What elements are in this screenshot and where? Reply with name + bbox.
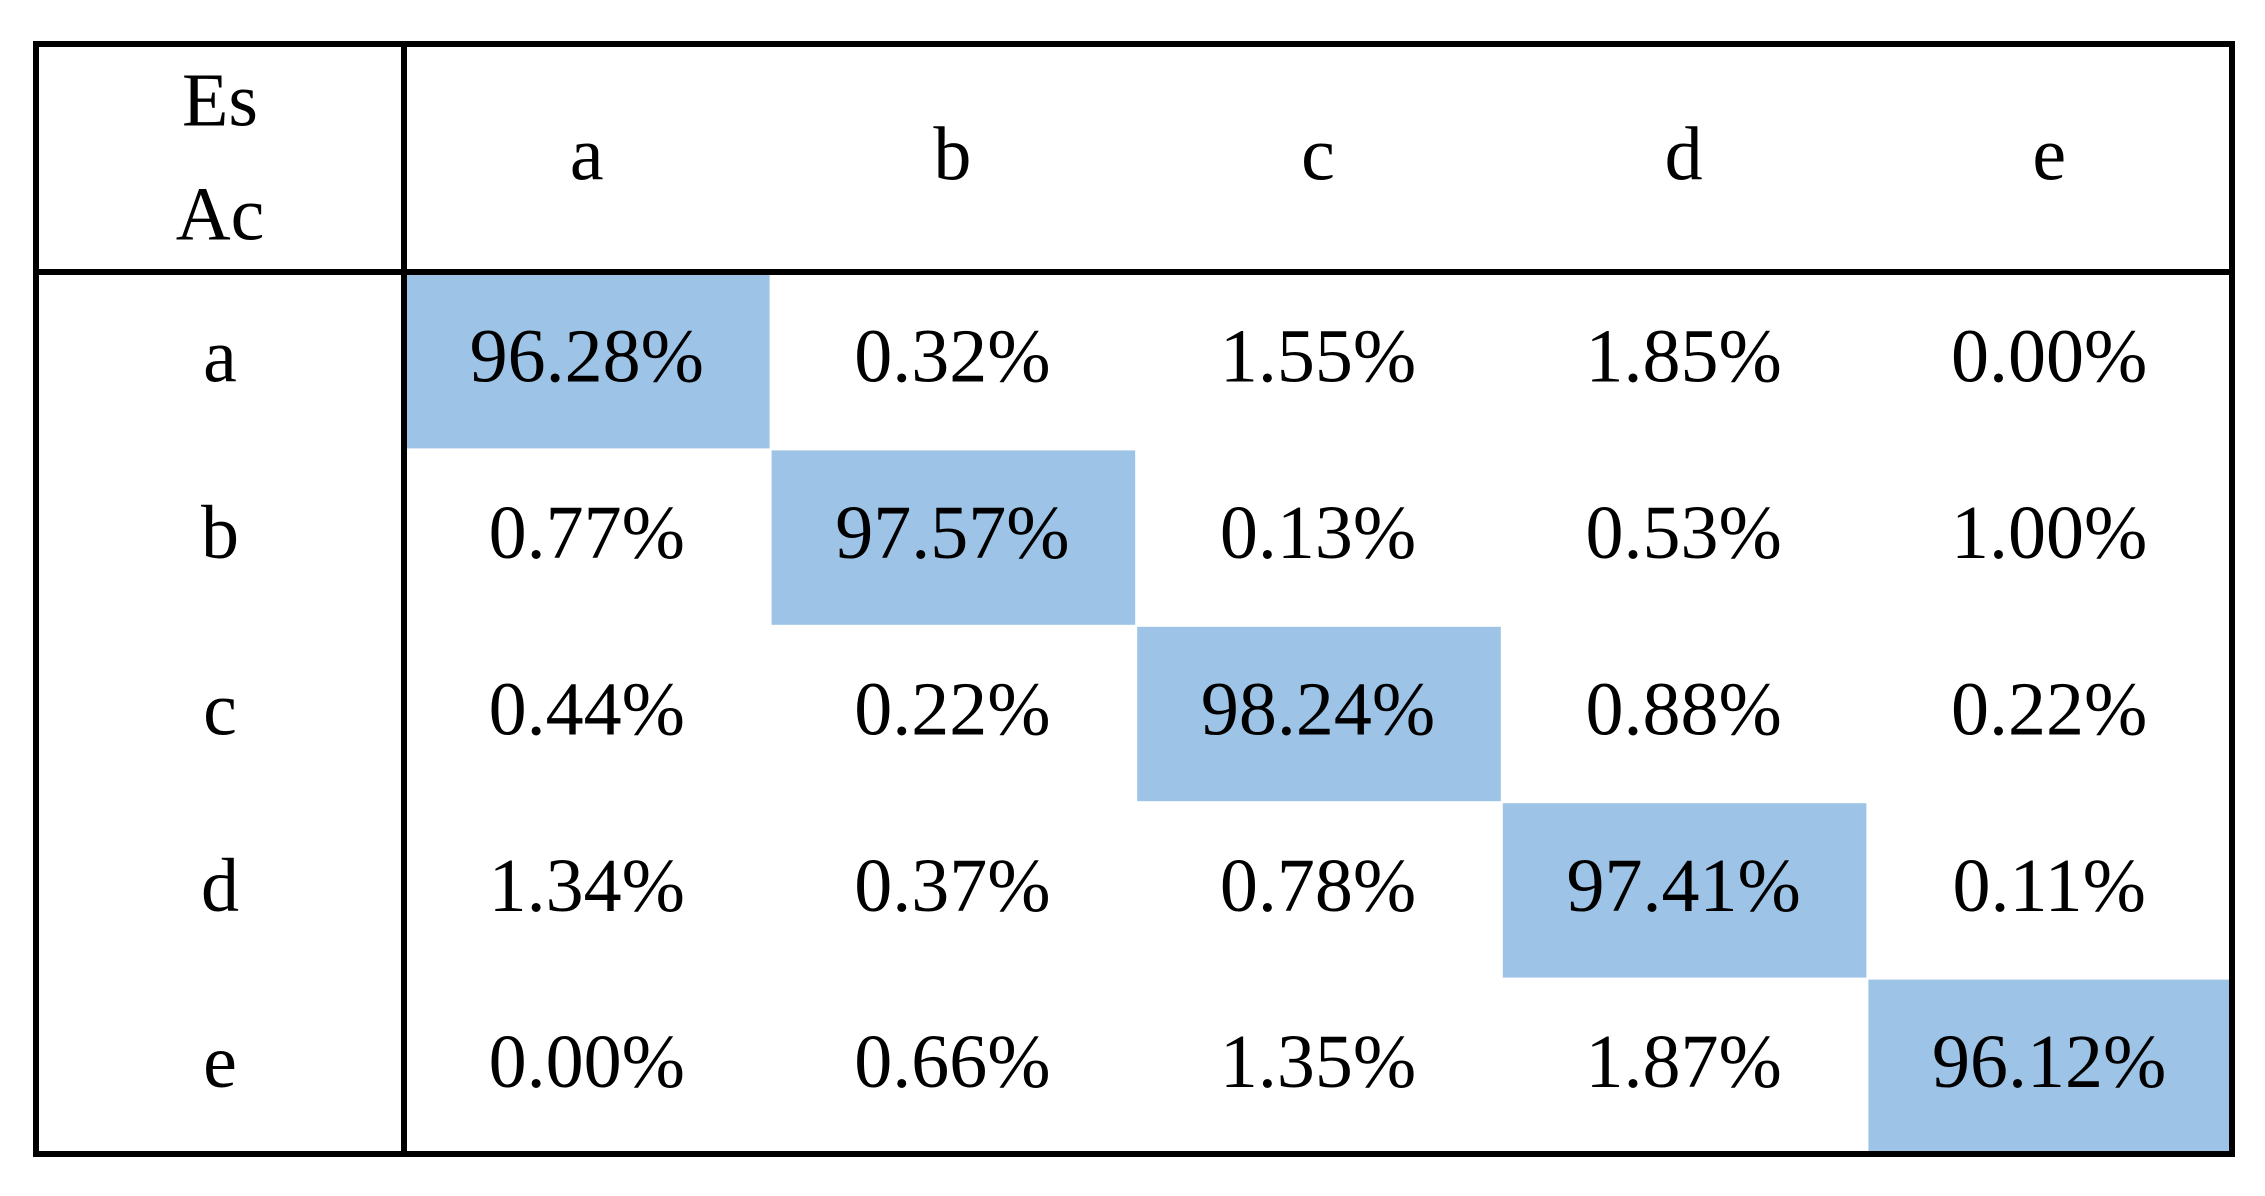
cell-value: 0.77% [489, 491, 685, 575]
cell-value: 0.22% [854, 667, 1050, 751]
column-header: b [933, 112, 971, 196]
cell-value: 1.87% [1585, 1020, 1781, 1104]
row-label: d [201, 844, 239, 928]
cell-value: 0.66% [854, 1020, 1050, 1104]
row-label: c [203, 667, 237, 751]
column-header: d [1665, 112, 1703, 196]
row-label: b [201, 491, 239, 575]
cell-value: 97.41% [1566, 844, 1800, 928]
cell-value: 0.13% [1220, 491, 1416, 575]
column-header: e [2032, 112, 2066, 196]
highlight-cell [771, 450, 1136, 625]
table-border [33, 41, 2235, 1157]
cell-value: 0.22% [1951, 667, 2147, 751]
cell-value: 96.28% [470, 315, 704, 399]
cell-value: 1.55% [1220, 315, 1416, 399]
highlight-cell [1502, 803, 1867, 978]
cell-value: 0.00% [489, 1020, 685, 1104]
cell-value: 1.35% [1220, 1020, 1416, 1104]
cell-value: 97.57% [835, 491, 1069, 575]
cell-value: 0.44% [489, 667, 685, 751]
highlight-cell [1868, 979, 2232, 1154]
corner-label: Ac [176, 172, 265, 256]
highlight-cell [1137, 626, 1501, 802]
cell-value: 0.32% [854, 315, 1050, 399]
cell-value: 96.12% [1932, 1020, 2166, 1104]
column-header: c [1301, 112, 1335, 196]
highlight-cell [406, 274, 770, 449]
row-label: a [203, 315, 237, 399]
cell-value: 0.78% [1220, 844, 1416, 928]
cell-value: 0.00% [1951, 315, 2147, 399]
cell-value: 98.24% [1201, 667, 1435, 751]
cell-value: 0.11% [1952, 844, 2146, 928]
cell-value: 1.00% [1951, 491, 2147, 575]
column-header: a [570, 112, 604, 196]
row-label: e [203, 1020, 237, 1104]
cell-value: 0.53% [1585, 491, 1781, 575]
cell-value: 1.85% [1585, 315, 1781, 399]
cell-value: 1.34% [489, 844, 685, 928]
corner-label: Es [182, 58, 258, 142]
cell-value: 0.88% [1585, 667, 1781, 751]
cell-value: 0.37% [854, 844, 1050, 928]
